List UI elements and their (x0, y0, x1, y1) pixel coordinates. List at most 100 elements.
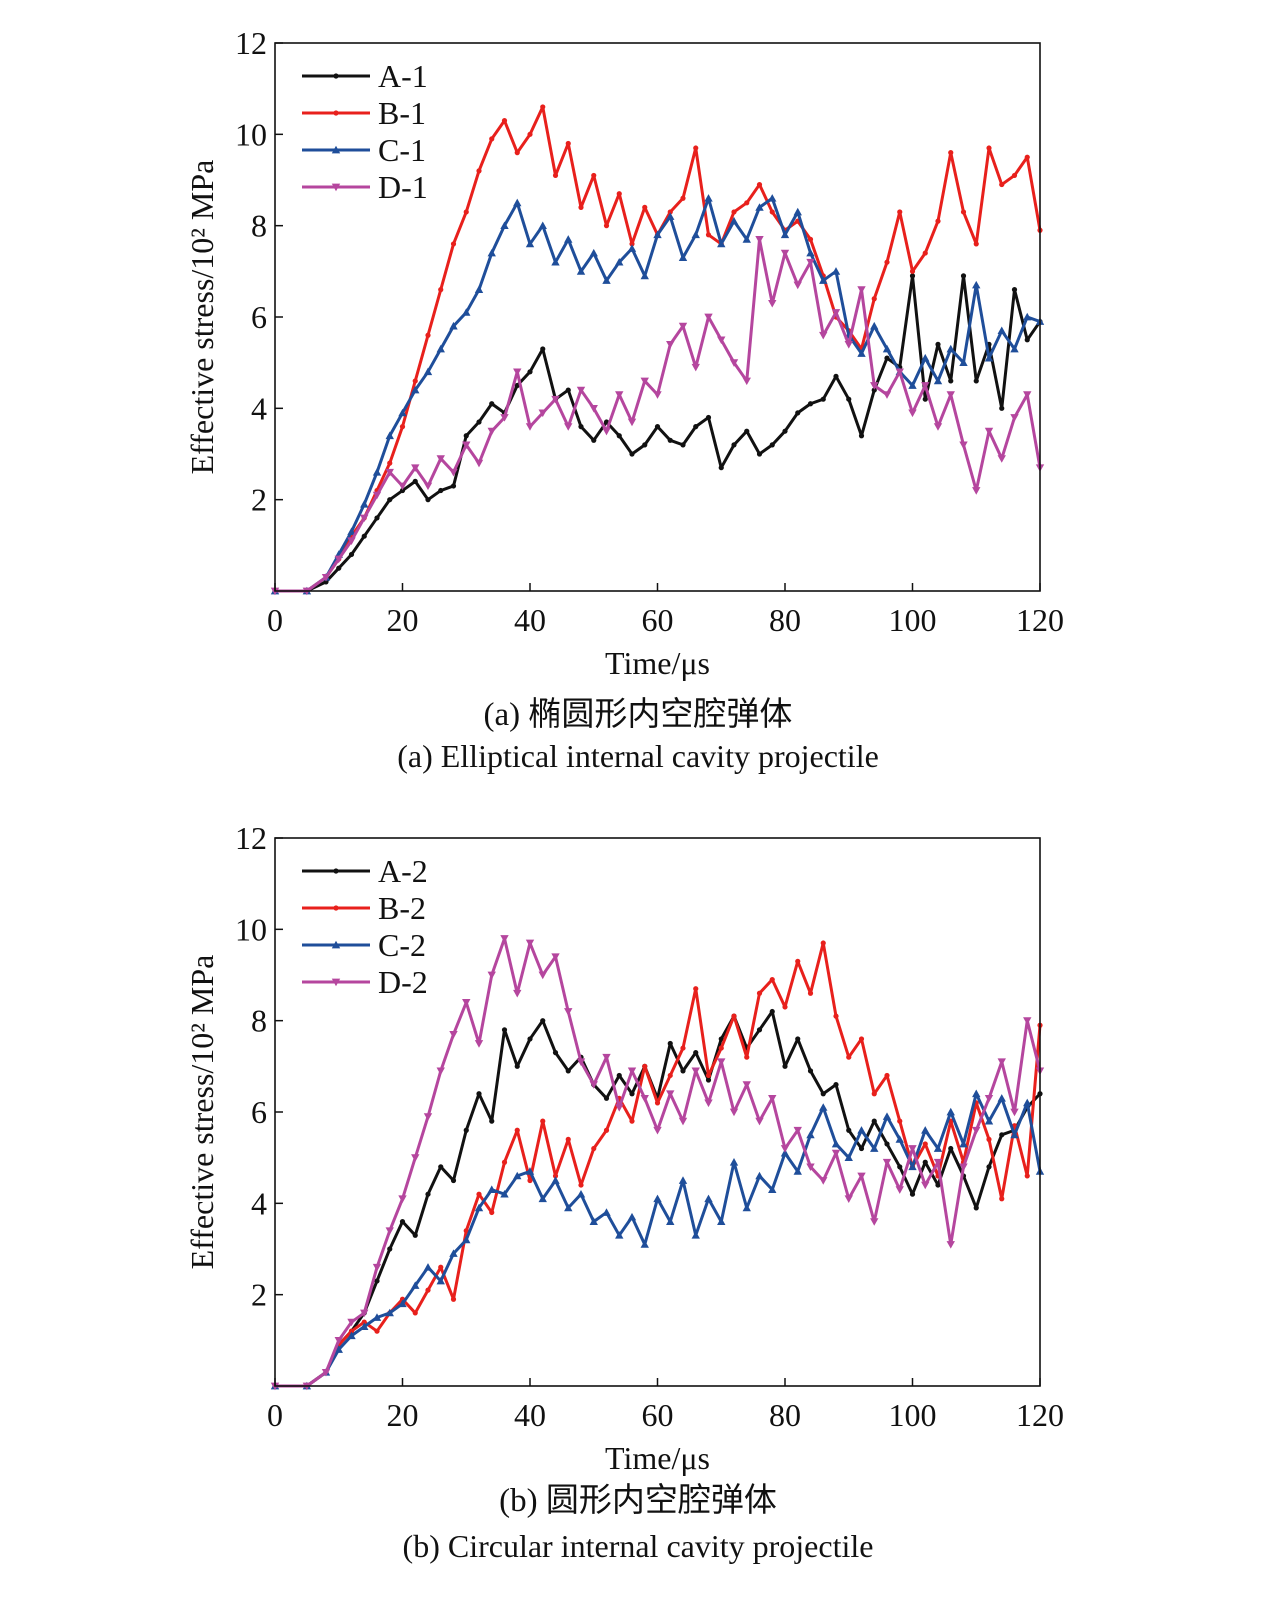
data-point-b-2 (820, 940, 826, 946)
data-point-d-1 (729, 359, 739, 367)
data-point-b-2 (450, 1296, 457, 1302)
data-point-b-1 (642, 204, 648, 210)
data-point-c-1 (525, 239, 535, 248)
data-point-a-2 (858, 1145, 865, 1152)
data-point-b-2 (897, 1118, 903, 1124)
data-point-d-1 (972, 487, 981, 495)
data-point-b-1 (412, 378, 418, 384)
data-point-d-2 (615, 1104, 624, 1112)
data-point-d-2 (500, 935, 509, 943)
data-point-d-2 (436, 1067, 445, 1076)
data-point-b-2 (565, 1136, 571, 1142)
legend-marker (333, 110, 339, 116)
data-point-c-1 (806, 248, 815, 257)
data-point-b-2 (527, 1177, 533, 1184)
data-point-d-2 (972, 1126, 981, 1135)
data-point-c-1 (1023, 312, 1032, 321)
data-point-d-1 (487, 427, 496, 436)
data-point-b-1 (667, 209, 673, 215)
data-point-a-1 (412, 478, 418, 484)
data-point-a-2 (399, 1219, 406, 1225)
data-point-d-1 (691, 363, 700, 372)
data-point-d-1 (806, 258, 815, 267)
data-point-d-1 (844, 341, 853, 349)
data-point-b-1 (527, 131, 533, 137)
data-point-c-1 (780, 230, 790, 239)
data-point-d-1 (551, 395, 560, 404)
data-point-d-2 (347, 1318, 356, 1327)
data-point-a-2 (540, 1018, 546, 1024)
data-point-d-1 (513, 368, 522, 376)
data-point-a-2 (680, 1068, 686, 1074)
x-tick-label: 40 (514, 602, 546, 638)
data-point-a-2 (846, 1127, 852, 1133)
y-tick-label: 10 (235, 116, 267, 152)
data-point-c-1 (564, 235, 573, 243)
data-point-d-2 (1010, 1108, 1019, 1117)
data-point-c-2 (487, 1185, 496, 1193)
data-point-c-1 (500, 221, 509, 230)
data-point-c-2 (538, 1194, 547, 1203)
data-point-b-2 (629, 1118, 635, 1124)
y-axis-label: Effective stress/10² MPa (184, 160, 220, 475)
data-point-a-1 (858, 433, 865, 439)
data-point-a-1 (1024, 337, 1030, 343)
data-point-a-2 (565, 1068, 571, 1074)
data-point-d-2 (933, 1158, 943, 1167)
data-point-c-1 (589, 248, 598, 257)
data-point-d-1 (589, 404, 598, 413)
x-tick-label: 20 (387, 1397, 419, 1433)
data-point-c-2 (653, 1194, 662, 1203)
data-point-a-2 (807, 1068, 814, 1074)
data-point-c-2 (436, 1276, 445, 1285)
data-point-b-2 (744, 1054, 750, 1060)
data-point-c-2 (398, 1299, 407, 1308)
data-point-d-2 (895, 1186, 904, 1194)
data-point-d-2 (844, 1195, 853, 1203)
data-point-c-1 (666, 212, 675, 220)
data-point-b-1 (769, 209, 775, 215)
series-a-1 (272, 273, 1043, 594)
data-point-c-2 (1010, 1130, 1019, 1139)
data-point-b-1 (871, 296, 877, 302)
series-d-1 (270, 236, 1045, 596)
data-point-b-2 (731, 1013, 737, 1019)
data-point-c-1 (602, 276, 611, 284)
data-point-c-2 (895, 1135, 904, 1143)
data-point-b-1 (1024, 154, 1030, 160)
data-point-a-2 (948, 1145, 954, 1152)
data-point-d-2 (653, 1126, 662, 1135)
data-point-d-2 (819, 1177, 828, 1185)
data-point-c-1 (729, 216, 739, 225)
legend-label: C-1 (378, 132, 426, 168)
data-point-c-1 (972, 280, 981, 289)
data-point-c-1 (627, 244, 637, 252)
data-point-a-1 (374, 515, 380, 521)
data-point-b-2 (374, 1328, 380, 1334)
data-point-b-1 (909, 268, 916, 274)
y-tick-label: 4 (251, 1185, 267, 1221)
data-point-a-2 (374, 1278, 380, 1284)
data-point-b-2 (501, 1159, 508, 1165)
series-c-1 (270, 194, 1045, 595)
data-point-d-1 (946, 391, 955, 399)
data-point-a-2 (412, 1232, 418, 1238)
data-point-c-1 (474, 285, 484, 293)
data-point-d-1 (819, 331, 828, 340)
data-point-b-1 (922, 250, 928, 256)
data-point-d-1 (921, 382, 930, 390)
data-point-c-1 (959, 358, 968, 367)
data-point-a-1 (527, 369, 533, 375)
data-point-b-2 (578, 1182, 584, 1188)
data-point-a-1 (756, 451, 763, 457)
data-point-d-1 (372, 491, 382, 500)
data-point-c-1 (487, 248, 496, 257)
data-point-b-1 (744, 200, 750, 206)
data-point-c-1 (768, 194, 777, 202)
data-point-c-2 (602, 1208, 611, 1216)
data-point-d-2 (997, 1058, 1006, 1066)
data-point-b-2 (540, 1118, 546, 1124)
data-point-b-2 (922, 1141, 928, 1147)
data-point-b-2 (782, 1004, 788, 1010)
data-point-a-1 (909, 273, 916, 279)
